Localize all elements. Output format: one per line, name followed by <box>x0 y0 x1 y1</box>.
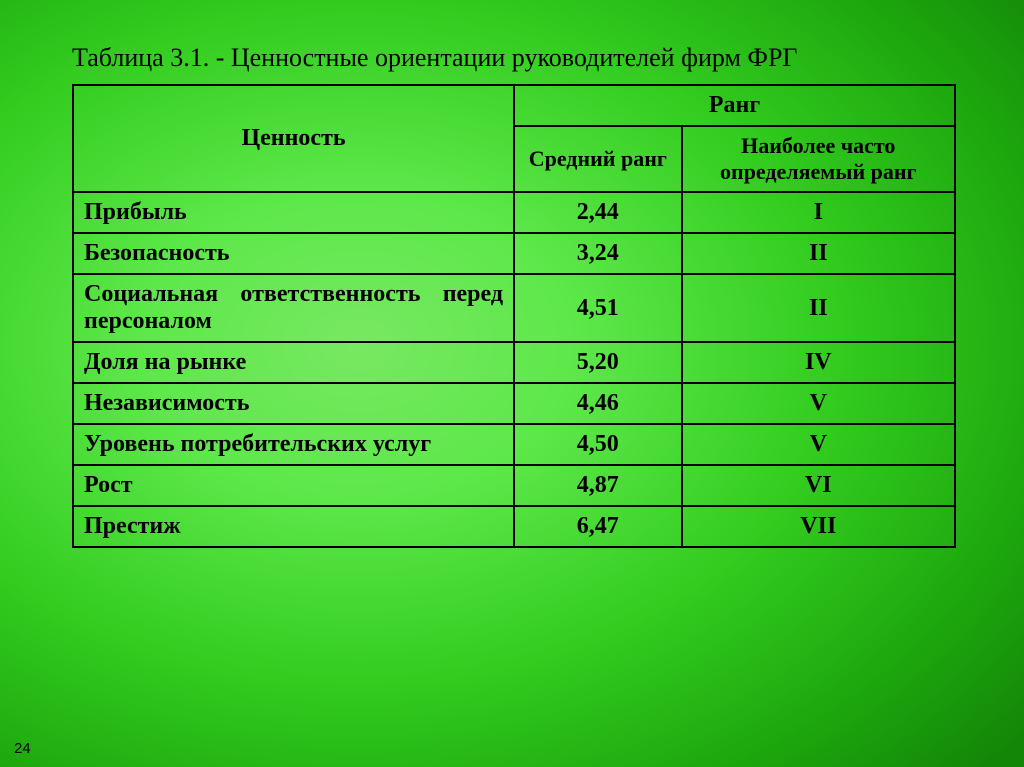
table-row: Доля на рынке5,20IV <box>73 342 955 383</box>
cell-value: Прибыль <box>73 192 514 233</box>
cell-value: Доля на рынке <box>73 342 514 383</box>
cell-avg-rank: 4,51 <box>514 274 682 342</box>
table-row: Независимость4,46V <box>73 383 955 424</box>
cell-mode-rank: I <box>682 192 955 233</box>
value-orientations-table: Ценность Ранг Средний ранг Наиболее част… <box>72 84 956 548</box>
table-row: Прибыль2,44I <box>73 192 955 233</box>
cell-value: Рост <box>73 465 514 506</box>
cell-mode-rank: VI <box>682 465 955 506</box>
cell-mode-rank: II <box>682 274 955 342</box>
cell-avg-rank: 4,46 <box>514 383 682 424</box>
cell-mode-rank: V <box>682 424 955 465</box>
cell-mode-rank: V <box>682 383 955 424</box>
header-mode-rank: Наиболее часто определяемый ранг <box>682 126 955 192</box>
header-value: Ценность <box>73 85 514 192</box>
table-row: Безопасность3,24II <box>73 233 955 274</box>
table-row: Социальная ответственность передперсонал… <box>73 274 955 342</box>
cell-value: Престиж <box>73 506 514 547</box>
cell-value: Социальная ответственность передперсонал… <box>73 274 514 342</box>
cell-value: Безопасность <box>73 233 514 274</box>
cell-mode-rank: IV <box>682 342 955 383</box>
cell-avg-rank: 5,20 <box>514 342 682 383</box>
cell-avg-rank: 3,24 <box>514 233 682 274</box>
cell-mode-rank: II <box>682 233 955 274</box>
table-body: Прибыль2,44IБезопасность3,24IIСоциальная… <box>73 192 955 547</box>
header-rank: Ранг <box>514 85 955 126</box>
table-row: Уровень потребительских услуг4,50V <box>73 424 955 465</box>
cell-mode-rank: VII <box>682 506 955 547</box>
header-avg-rank: Средний ранг <box>514 126 682 192</box>
table-container: Ценность Ранг Средний ранг Наиболее част… <box>72 84 956 548</box>
cell-avg-rank: 4,87 <box>514 465 682 506</box>
cell-avg-rank: 2,44 <box>514 192 682 233</box>
cell-value: Уровень потребительских услуг <box>73 424 514 465</box>
table-caption: Таблица 3.1. - Ценностные ориентации рук… <box>72 42 964 73</box>
cell-avg-rank: 6,47 <box>514 506 682 547</box>
table-row: Рост4,87VI <box>73 465 955 506</box>
cell-value: Независимость <box>73 383 514 424</box>
table-header-row-1: Ценность Ранг <box>73 85 955 126</box>
cell-avg-rank: 4,50 <box>514 424 682 465</box>
page-number: 24 <box>14 740 31 757</box>
slide: Таблица 3.1. - Ценностные ориентации рук… <box>0 0 1024 767</box>
table-row: Престиж6,47VII <box>73 506 955 547</box>
